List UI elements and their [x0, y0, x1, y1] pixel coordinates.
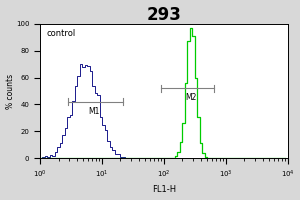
- X-axis label: FL1-H: FL1-H: [152, 185, 176, 194]
- Text: M2: M2: [185, 93, 197, 102]
- Text: M1: M1: [88, 107, 100, 116]
- Text: control: control: [47, 29, 76, 38]
- Title: 293: 293: [146, 6, 181, 24]
- Y-axis label: % counts: % counts: [6, 73, 15, 109]
